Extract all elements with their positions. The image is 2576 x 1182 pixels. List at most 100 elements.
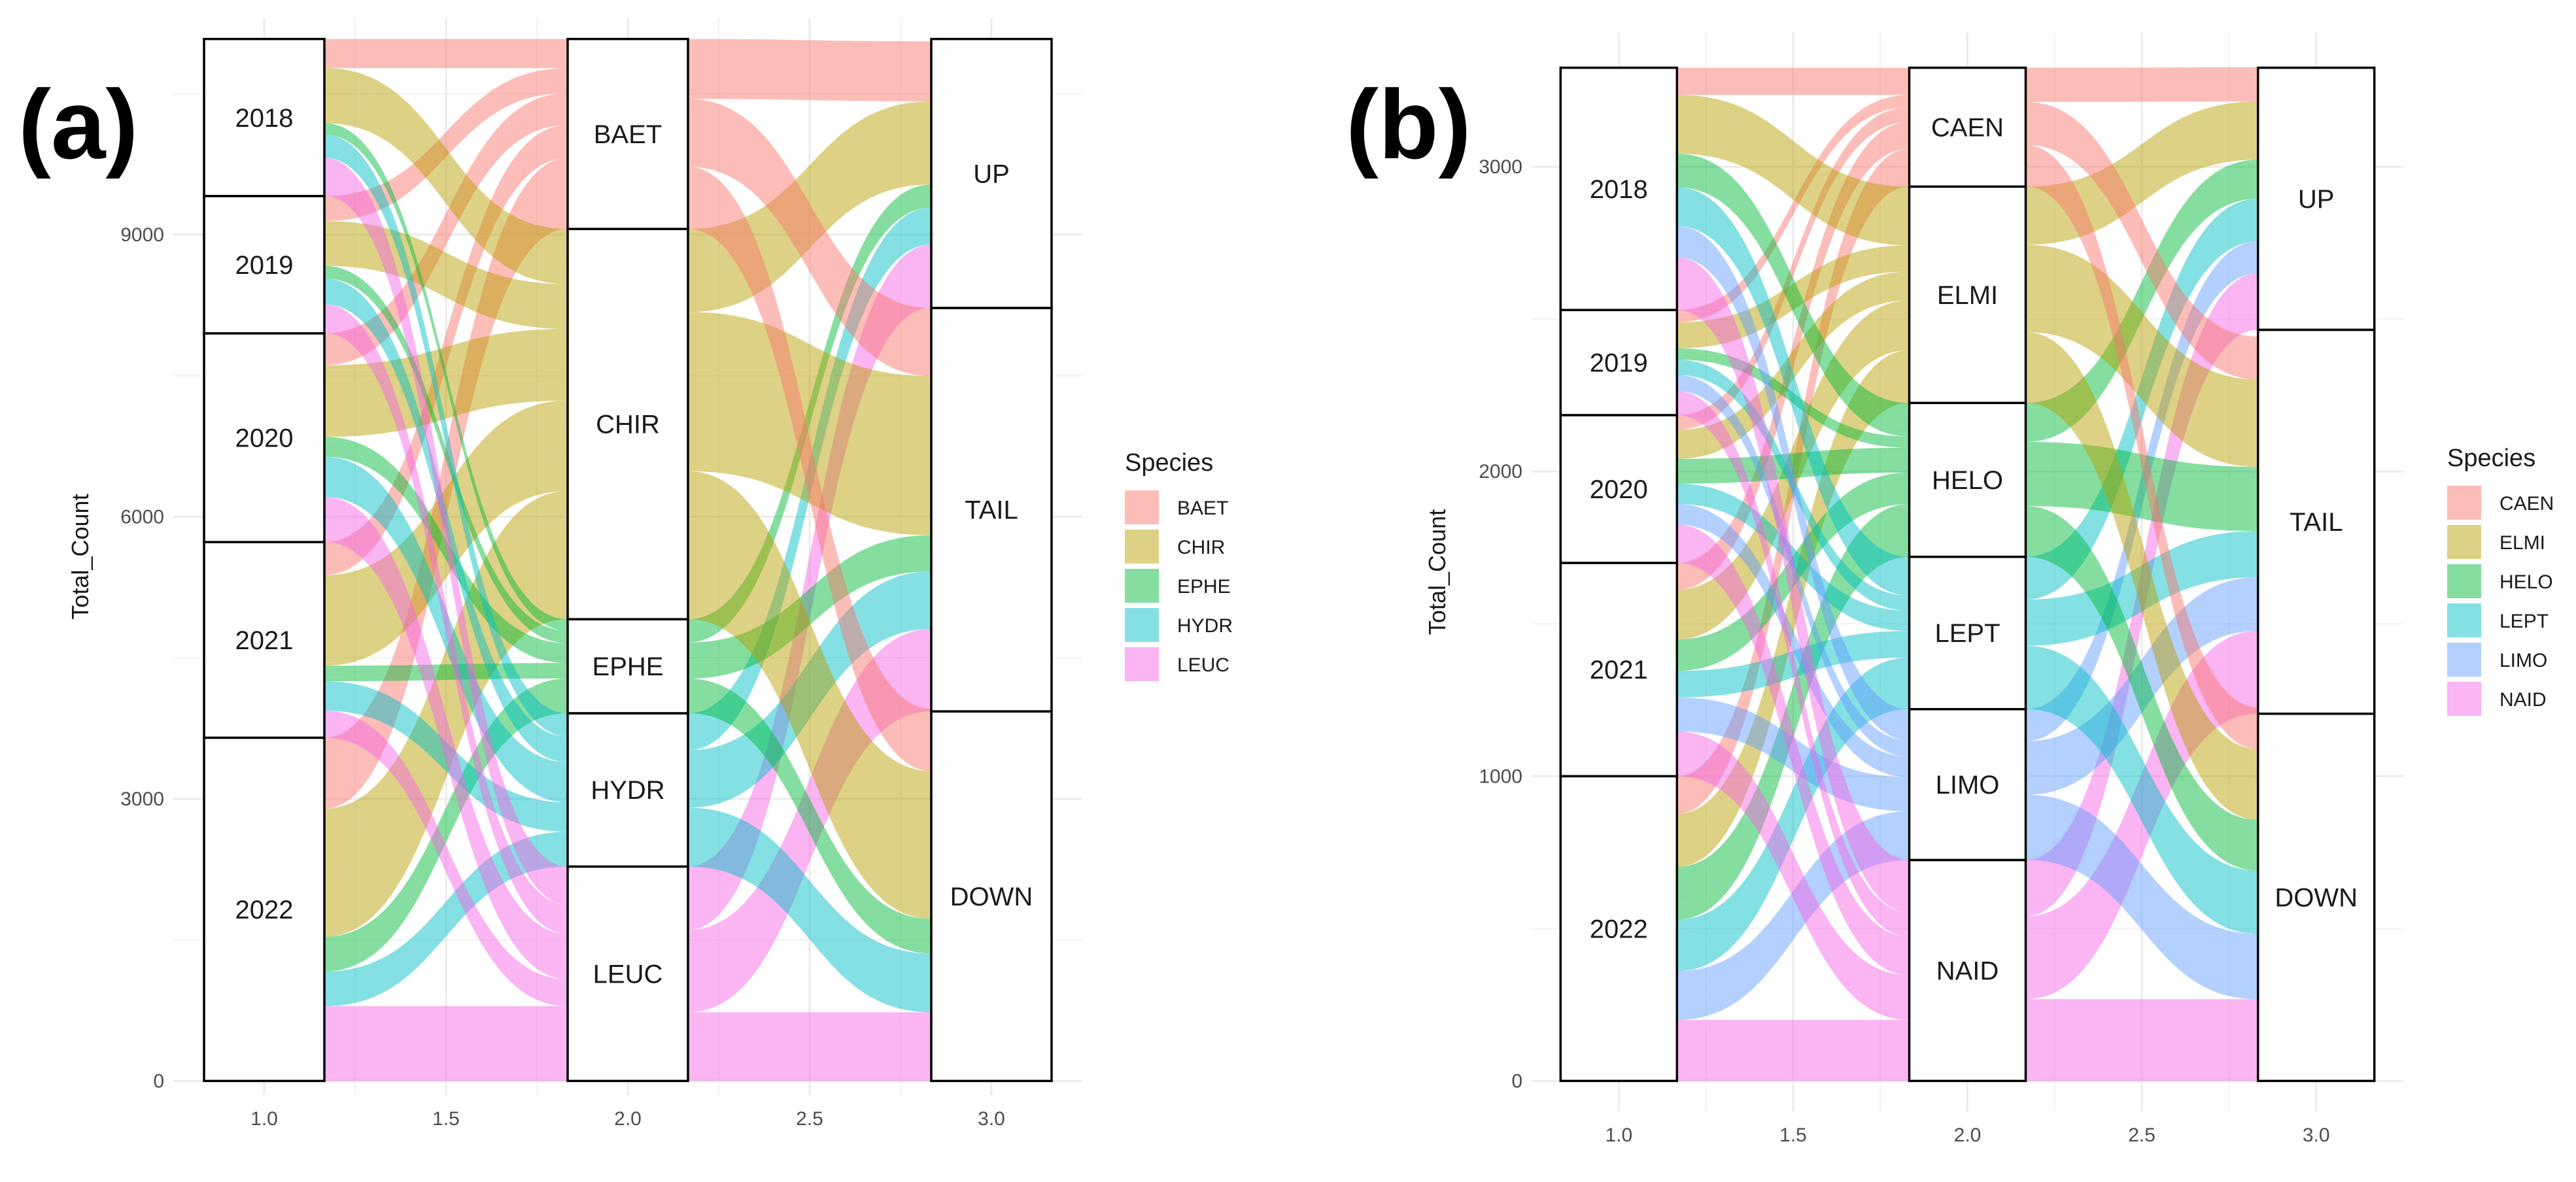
flow-year-species (1677, 332, 1910, 639)
flow-year-species (324, 841, 568, 994)
axes: 0 1000 2000 3000 1.0 1.5 2.0 2.5 3.0 Total_Count (… (1346, 69, 2330, 1146)
flow-species-direction (688, 629, 931, 1013)
flow-species-direction (2025, 506, 2258, 871)
flow-year-species (1677, 504, 1910, 877)
x-tick-label: 2.5 (796, 1108, 823, 1130)
stratum-label: LIMO (1936, 771, 2000, 800)
flow-species-direction (688, 101, 931, 312)
flow-species-direction (2025, 67, 2258, 102)
y-tick-label: 0 (153, 1070, 164, 1092)
flow-year-species (1677, 838, 1910, 1021)
flow-year-species (324, 523, 568, 979)
flow-year-species (324, 56, 568, 69)
flow-year-species (1677, 292, 1910, 459)
axes: 0 3000 6000 9000 1.0 1.5 2.0 2.5 3.0 Total_Count (… (18, 69, 1005, 1130)
flow-year-species (324, 181, 568, 792)
stratum-box (2256, 328, 2376, 715)
flow-year-species (1677, 367, 1910, 849)
stratum-label: ELMI (1937, 281, 1998, 310)
flow-year-species (1677, 657, 1910, 933)
flow-year-species (324, 324, 568, 934)
flow-year-species (324, 663, 568, 669)
flow-year-species (1677, 315, 1910, 622)
flow-year-species (1677, 271, 1910, 436)
flow-species-direction (688, 245, 931, 930)
legend-swatch (1125, 608, 1159, 642)
flow-year-species (1677, 300, 1910, 605)
flow-year-species (1677, 508, 1910, 768)
flow-year-species (1677, 472, 1910, 650)
flow-species-direction (688, 1012, 931, 1081)
stratum-label: LEPT (1934, 619, 2000, 648)
legend-swatch (2447, 682, 2481, 716)
flow-year-species (1677, 533, 1910, 960)
flow-year-species (324, 480, 568, 803)
stratum-label: 2018 (235, 104, 294, 133)
flow-year-species (324, 700, 568, 971)
stratum-box (1559, 309, 1679, 416)
flow-year-species (1677, 277, 1910, 897)
flow-year-species (324, 39, 568, 49)
flow-year-species (1677, 95, 1910, 314)
flow-year-species (324, 81, 568, 262)
y-tick-label: 1000 (1479, 766, 1522, 787)
flow-year-species (1677, 213, 1910, 596)
legend-swatch (1125, 530, 1159, 564)
legend-swatch (2447, 643, 2481, 677)
stratum-box (1559, 66, 1679, 311)
flow-year-species (324, 349, 568, 420)
x-tick-label: 3.0 (978, 1108, 1005, 1130)
flow-year-species (1677, 739, 1910, 1009)
flow-year-species (1677, 360, 1910, 599)
flows (1677, 67, 2258, 1081)
legend-label: NAID (2499, 689, 2547, 711)
flow-year-species (1677, 683, 1910, 971)
legend-label: LEPT (2499, 611, 2549, 632)
flow-year-species (1677, 405, 1910, 937)
flow-year-species (324, 284, 568, 752)
flow-year-species (1677, 141, 1910, 590)
panel-label: (b) (1346, 69, 1471, 179)
stratum-box (2256, 66, 2376, 331)
flow-species-direction (2025, 198, 2258, 600)
flow-year-species (324, 123, 568, 622)
stratum-label: CAEN (1931, 113, 2004, 142)
y-tick-label: 9000 (120, 224, 164, 246)
flow-year-species (324, 516, 568, 878)
flow-year-species (1677, 541, 1910, 920)
flow-year-species (324, 688, 568, 959)
flow-species-direction (2025, 332, 2258, 820)
flow-year-species (1677, 252, 1910, 341)
flow-year-species (1677, 101, 1910, 322)
flow-year-species (1677, 399, 1910, 928)
flow-year-species (324, 158, 568, 877)
stratum-box (930, 37, 1053, 309)
flow-year-species (1677, 135, 1910, 246)
flow-year-species (324, 48, 568, 56)
flow-species-direction (2025, 144, 2258, 749)
flow-year-species (324, 716, 568, 998)
flow-year-species (324, 147, 568, 737)
flow-species-direction (2025, 441, 2258, 532)
y-tick-label: 0 (1511, 1070, 1522, 1092)
legend-swatch (2447, 603, 2481, 637)
flow-species-direction (2025, 794, 2258, 1000)
flow-year-species (324, 278, 568, 743)
x-tick-label: 1.5 (1779, 1124, 1807, 1146)
flow-year-species (1677, 513, 1910, 904)
flow-year-species (1677, 648, 1910, 698)
flow-year-species (324, 265, 568, 635)
flow-year-species (324, 1006, 568, 1032)
y-axis-title: Total_Count (67, 494, 94, 619)
stratum-label: UP (2298, 185, 2335, 214)
legend-label: CHIR (1177, 537, 1225, 558)
flow-species-direction (688, 184, 931, 643)
flow-year-species (1677, 294, 1910, 913)
stratum-label: DOWN (2275, 884, 2358, 913)
stratum-box (203, 541, 326, 739)
legend: Species BAET CHIR EPHE HYDR LEUC (1125, 449, 1233, 681)
stratum-box (1908, 707, 2027, 862)
flow-year-species (324, 178, 568, 905)
legend-title: Species (1125, 449, 1213, 477)
stratum-box (203, 37, 326, 197)
